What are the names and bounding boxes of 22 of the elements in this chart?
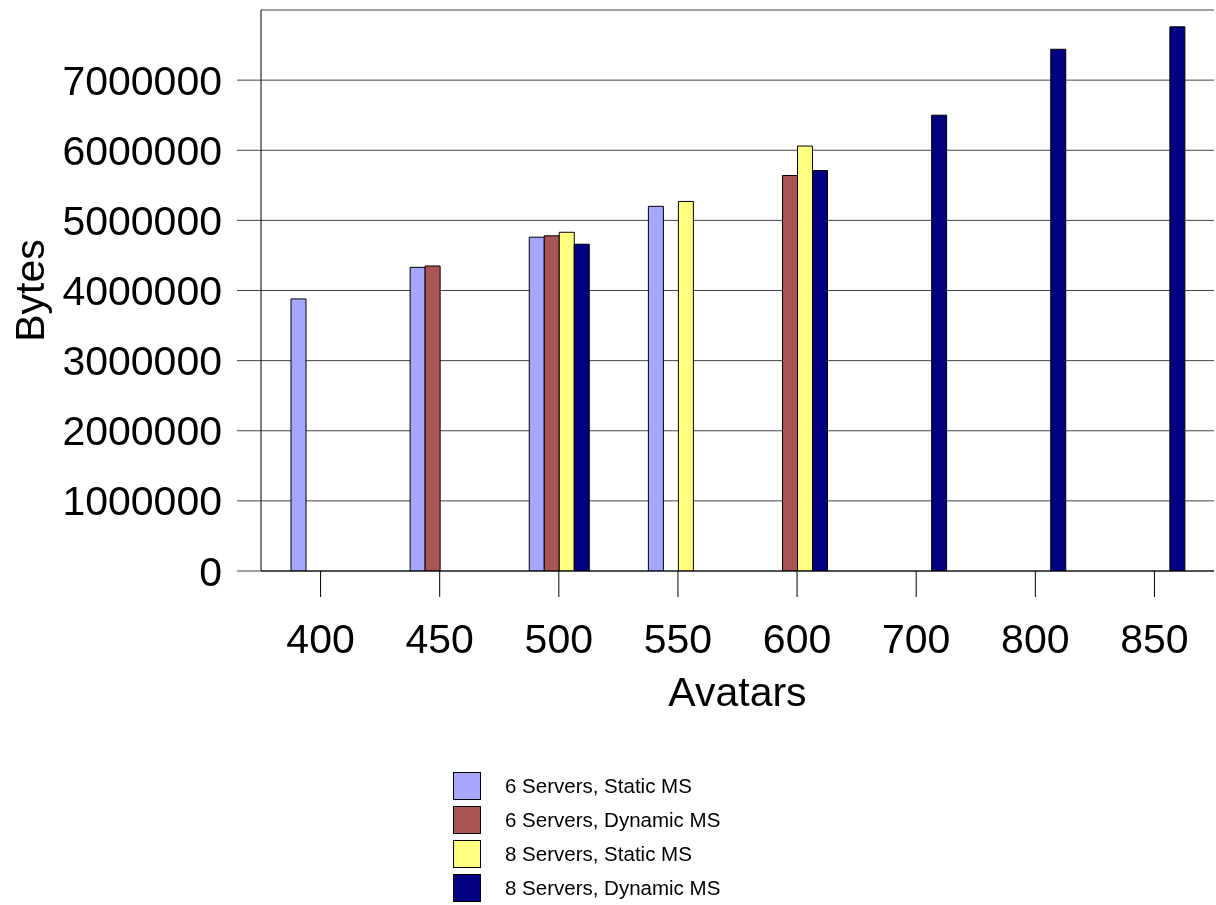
- y-tick-label: 1000000: [62, 478, 222, 525]
- y-tick-label: 2000000: [62, 408, 222, 455]
- y-tick-label: 0: [199, 548, 222, 595]
- legend-label: 8 Servers, Static MS: [505, 842, 692, 866]
- x-tick-label: 800: [1001, 616, 1070, 663]
- y-tick-label: 7000000: [62, 57, 222, 104]
- x-tick-label: 550: [643, 616, 713, 663]
- legend-label: 6 Servers, Dynamic MS: [505, 808, 721, 832]
- x-tick-label: 450: [405, 616, 474, 663]
- y-tick-label: 6000000: [62, 127, 222, 174]
- x-tick-label: 600: [762, 616, 832, 663]
- y-axis-title: Bytes: [6, 239, 53, 342]
- legend-label: 6 Servers, Static MS: [505, 774, 692, 798]
- y-tick-label: 3000000: [62, 338, 222, 385]
- x-tick-label: 500: [524, 616, 594, 663]
- x-tick-label: 400: [286, 616, 355, 663]
- x-tick-label: 700: [881, 616, 951, 663]
- y-tick-label: 5000000: [62, 197, 222, 244]
- y-tick-label: 4000000: [62, 268, 222, 315]
- x-tick-label: 850: [1120, 616, 1189, 663]
- legend-label: 8 Servers, Dynamic MS: [505, 876, 721, 900]
- x-axis-title: Avatars: [668, 669, 807, 715]
